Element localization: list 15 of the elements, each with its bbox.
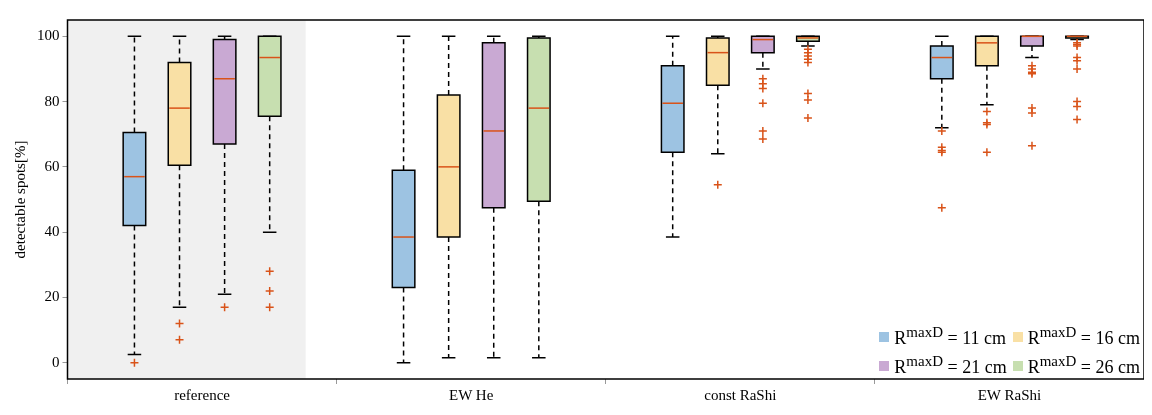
- legend-label: R$^{maxD}$ = 26 cm: [1027, 353, 1140, 378]
- y-tick-label: 100: [37, 27, 60, 44]
- y-tick-label: 60: [44, 157, 60, 174]
- y-axis-title: detectable spots[%]: [11, 140, 28, 259]
- x-tick-label: EW He: [449, 386, 494, 403]
- x-tick-label: reference: [174, 386, 231, 403]
- y-tick-label: 0: [52, 353, 60, 370]
- y-tick-label: 20: [44, 288, 60, 305]
- x-tick-label: EW RaShi: [977, 386, 1042, 403]
- y-tick-label: 40: [44, 223, 60, 240]
- y-tick-label: 80: [44, 92, 60, 109]
- legend-label: R$^{maxD}$ = 16 cm: [1027, 324, 1140, 349]
- legend-label: R$^{maxD}$ = 11 cm: [894, 324, 1006, 349]
- x-tick-label: const RaShi: [704, 386, 777, 403]
- legend-label: R$^{maxD}$ = 21 cm: [894, 353, 1007, 378]
